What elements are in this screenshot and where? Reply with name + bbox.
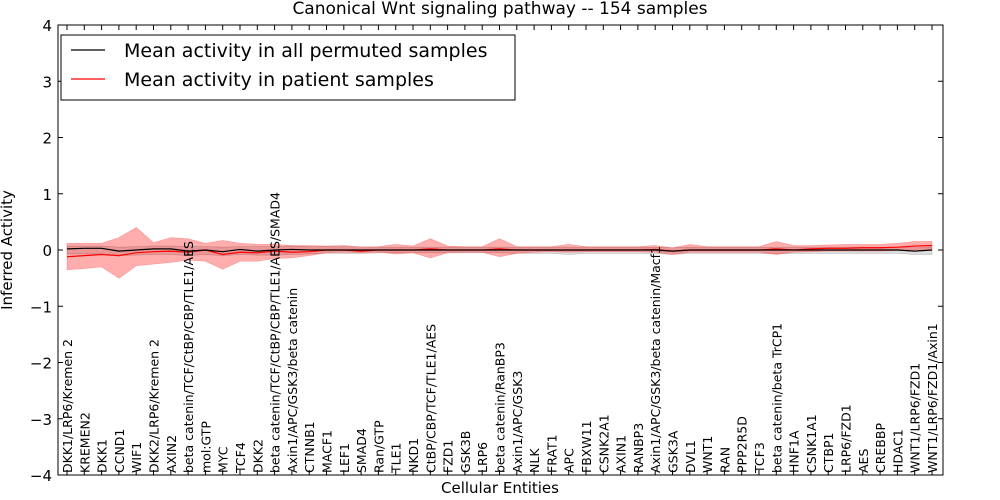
x-tick-label: LRP6/FZD1 (839, 404, 854, 473)
x-tick-label: HDAC1 (890, 429, 905, 473)
line-permuted (66, 247, 933, 253)
x-tick-label: CtBP/CBP/TCF/TLE1/AES (423, 324, 438, 473)
x-tick-label: DKK1 (95, 439, 110, 473)
x-tick-label: MYC (216, 446, 231, 473)
x-tick-label: CTBP1 (821, 433, 836, 473)
x-tick-label: beta catenin/beta TrCP1 (769, 323, 784, 473)
x-tick-label: WNT1 (700, 436, 715, 473)
x-tick-label: mol:GTP (198, 421, 213, 473)
y-tick-label: 4 (42, 17, 52, 35)
x-tick-label: GSK3A (666, 430, 681, 473)
x-tick-label: DVL1 (683, 440, 698, 473)
x-tick-label: FRAT1 (544, 434, 559, 473)
x-tick-label: WNT1/LRP6/FZD1/Axin1 (925, 323, 940, 473)
x-tick-label: MACF1 (320, 430, 335, 473)
x-tick-label: AXIN2 (164, 435, 179, 473)
x-tick-label: TCF4 (233, 442, 248, 474)
legend-label-permuted: Mean activity in all permuted samples (124, 40, 487, 62)
x-tick-label: GSK3B (458, 431, 473, 473)
x-tick-label: WNT1/LRP6/FZD1 (908, 363, 923, 473)
x-tick-label: RANBP3 (631, 423, 646, 473)
x-tick-label: NKD1 (406, 438, 421, 473)
x-tick-label: DKK1/LRP6/Kremen 2 (60, 339, 75, 473)
x-tick-label: Axin1/APC/GSK3/beta catenin (285, 288, 300, 473)
x-tick-label: Axin1/APC/GSK3 (510, 371, 525, 473)
x-tick-label: beta catenin/TCF/CtBP/CBP/TLE1/AES (181, 241, 196, 473)
x-tick-label: HNF1A (787, 430, 802, 473)
x-tick-label: beta catenin/TCF/CtBP/CBP/TLE1/AES/SMAD4 (268, 192, 283, 473)
x-tick-label: PPP2R5D (735, 416, 750, 473)
band-permuted (66, 245, 933, 256)
x-tick-label: Ran/GTP (371, 420, 386, 473)
y-tick-label: 1 (42, 186, 52, 204)
y-tick-label: −1 (30, 298, 52, 316)
x-tick-label: WIF1 (129, 442, 144, 473)
x-tick-label: SMAD4 (354, 428, 369, 473)
legend: Mean activity in all permuted samples Me… (60, 34, 516, 101)
y-axis-label: Inferred Activity (0, 190, 16, 310)
x-tick-label: RAN (717, 447, 732, 473)
x-tick-label: DKK2/LRP6/Kremen 2 (147, 339, 162, 473)
y-tick-label: 3 (42, 73, 52, 91)
x-tick-label: LEF1 (337, 443, 352, 473)
y-tick-label: 2 (42, 130, 52, 148)
x-tick-label: TLE1 (389, 443, 404, 474)
y-tick-label: 0 (42, 242, 52, 260)
x-tick-label: TCF3 (752, 442, 767, 474)
y-tick-label: −4 (30, 467, 52, 485)
chart-title: Canonical Wnt signaling pathway -- 154 s… (292, 0, 707, 19)
x-axis-label: Cellular Entities (441, 479, 559, 497)
x-tick-label: APC (562, 448, 577, 473)
legend-label-patient: Mean activity in patient samples (124, 69, 434, 91)
x-tick-label: CCND1 (112, 429, 127, 473)
x-tick-label: LRP6 (475, 442, 490, 473)
x-tick-label: CREBBP (873, 423, 888, 473)
x-tick-label: AXIN1 (614, 435, 629, 473)
x-tick-label: DKK2 (250, 439, 265, 473)
x-tick-label: CSNK2A1 (596, 414, 611, 473)
x-tick-label: FBXW11 (579, 420, 594, 473)
x-tick-label: CTNNB1 (302, 421, 317, 473)
x-tick-label: beta catenin/RanBP3 (493, 342, 508, 473)
legend-box (60, 34, 516, 101)
x-tick-label: FZD1 (441, 440, 456, 473)
x-tick-label: NLK (527, 448, 542, 473)
x-tick-label: CSNK1A1 (804, 414, 819, 473)
y-tick-label: −3 (30, 411, 52, 429)
x-tick-label: AES (856, 449, 871, 473)
plot-frame (57, 24, 944, 476)
x-tick-label: KREMEN2 (77, 412, 92, 473)
y-tick-label: −2 (30, 355, 52, 373)
x-tick-label: Axin1/APC/GSK3/beta catenin/Macf1 (648, 246, 663, 473)
